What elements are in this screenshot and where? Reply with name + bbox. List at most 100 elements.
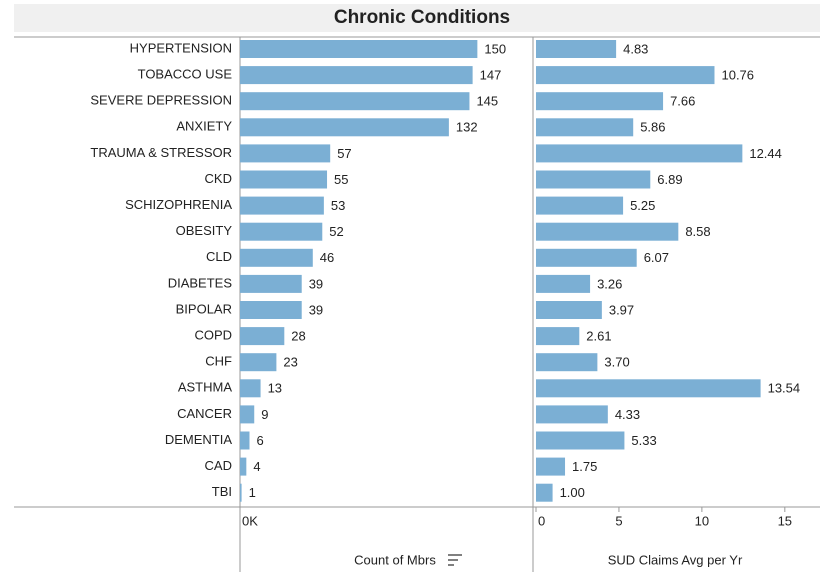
value-label: 55 (334, 172, 348, 187)
value-label: 4 (253, 459, 260, 474)
bar (536, 301, 602, 319)
bar (536, 457, 566, 476)
category-label: DIABETES (168, 275, 233, 290)
bar (240, 196, 324, 215)
category-label: CAD (205, 458, 232, 473)
category-label: OBESITY (176, 223, 233, 238)
value-label: 7.66 (670, 94, 695, 109)
category-label: SEVERE DEPRESSION (90, 93, 232, 108)
value-label: 2.61 (586, 329, 611, 344)
bar (240, 274, 302, 293)
bar (536, 144, 743, 163)
bar (240, 40, 478, 58)
bar (536, 196, 624, 215)
bar (536, 66, 715, 85)
value-label: 3.70 (604, 355, 629, 370)
bar (240, 353, 277, 372)
value-label: 5.25 (630, 198, 655, 213)
category-label: HYPERTENSION (130, 40, 232, 55)
bar (240, 301, 302, 319)
bar (536, 405, 608, 424)
bar (536, 170, 651, 189)
chart-title: Chronic Conditions (334, 7, 510, 28)
bar (536, 118, 634, 137)
category-label: TRAUMA & STRESSOR (90, 145, 232, 160)
x-tick-label: 0K (242, 513, 258, 528)
bar (240, 457, 247, 476)
value-label: 6 (256, 433, 263, 448)
category-label: ASTHMA (178, 380, 233, 395)
bar (240, 170, 328, 189)
bar (536, 40, 617, 58)
bar (536, 222, 679, 241)
x-axis-label: SUD Claims Avg per Yr (608, 552, 743, 567)
bar (240, 118, 449, 137)
bar (240, 405, 255, 424)
value-label: 4.33 (615, 407, 640, 422)
bar (536, 248, 637, 267)
category-label: TBI (212, 484, 232, 499)
x-tick-label: 0 (538, 513, 545, 528)
value-label: 150 (484, 41, 506, 56)
x-tick-label: 5 (615, 513, 622, 528)
value-label: 28 (291, 329, 305, 344)
bar (240, 222, 323, 241)
value-label: 5.33 (631, 433, 656, 448)
title-bar (14, 4, 820, 32)
x-tick-label: 15 (778, 513, 792, 528)
bar (240, 92, 470, 111)
bar (240, 248, 313, 267)
value-label: 10.76 (721, 68, 754, 83)
bar (240, 379, 261, 398)
value-label: 13 (268, 381, 282, 396)
value-label: 13.54 (768, 381, 801, 396)
value-label: 147 (480, 68, 502, 83)
bar (536, 327, 580, 346)
category-label: ANXIETY (176, 119, 232, 134)
value-label: 8.58 (685, 224, 710, 239)
value-label: 1.00 (560, 485, 585, 500)
value-label: 39 (309, 276, 323, 291)
value-label: 1.75 (572, 459, 597, 474)
x-axis-label: Count of Mbrs (354, 552, 436, 567)
bar (536, 92, 664, 111)
bar (536, 379, 761, 398)
value-label: 3.26 (597, 276, 622, 291)
bar (240, 483, 242, 502)
category-label: CHF (205, 354, 232, 369)
sort-icon[interactable] (448, 554, 462, 566)
category-label: CLD (206, 249, 232, 264)
x-tick-label: 10 (695, 513, 709, 528)
value-label: 52 (329, 224, 343, 239)
value-label: 46 (320, 250, 334, 265)
value-label: 9 (261, 407, 268, 422)
value-label: 1 (249, 485, 256, 500)
bar (536, 483, 553, 502)
bar (536, 353, 598, 372)
value-label: 6.07 (644, 250, 669, 265)
category-label: CKD (205, 171, 232, 186)
category-label: COPD (194, 328, 232, 343)
category-label: BIPOLAR (176, 301, 232, 316)
value-label: 3.97 (609, 302, 634, 317)
value-label: 4.83 (623, 41, 648, 56)
value-label: 53 (331, 198, 345, 213)
category-label: TOBACCO USE (138, 67, 233, 82)
value-label: 5.86 (640, 120, 665, 135)
bar (536, 274, 591, 293)
bar (240, 431, 250, 450)
bar (240, 144, 331, 163)
value-label: 23 (283, 355, 297, 370)
value-label: 12.44 (749, 146, 782, 161)
value-label: 6.89 (657, 172, 682, 187)
value-label: 39 (309, 302, 323, 317)
bar (240, 66, 473, 85)
value-label: 57 (337, 146, 351, 161)
bar (240, 327, 285, 346)
category-label: SCHIZOPHRENIA (125, 197, 232, 212)
value-label: 145 (476, 94, 498, 109)
category-label: CANCER (177, 406, 232, 421)
value-label: 132 (456, 120, 478, 135)
bar (536, 431, 625, 450)
